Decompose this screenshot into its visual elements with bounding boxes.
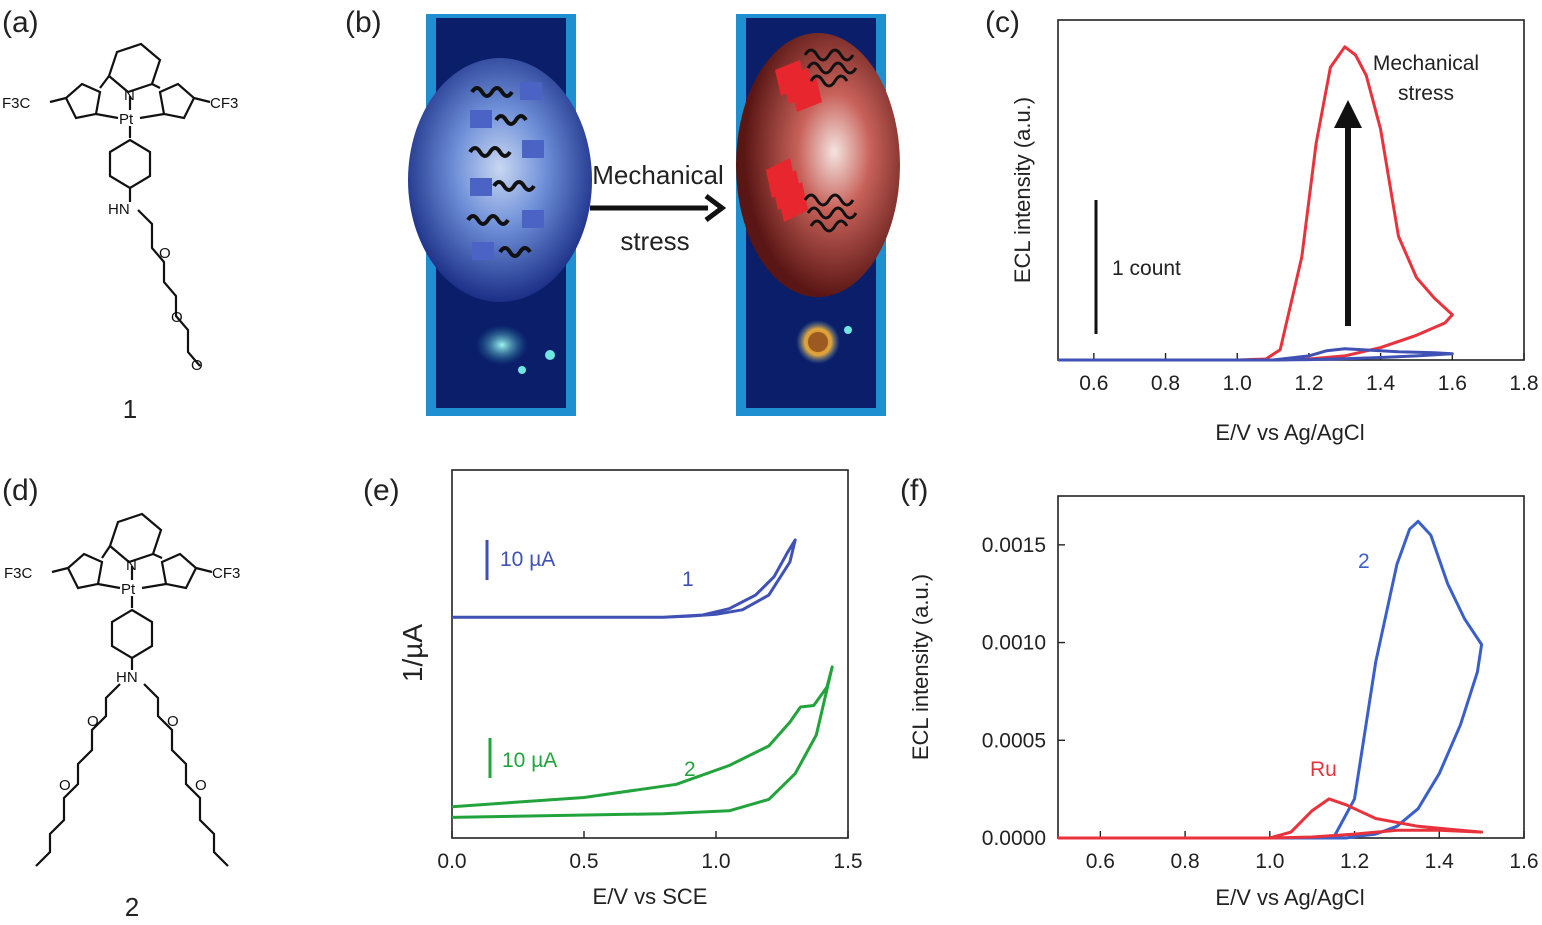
chart-f: 0.6 0.8 1.0 1.2 1.4 1.6 0.0000 0.0005 0.0010 0.0… — [908, 495, 1539, 910]
chart-e: 0.0 0.5 1.0 1.5 E/V vs SCE 1/µA 10 µA 10 µA… — [397, 469, 863, 909]
red-emission-glow — [736, 33, 900, 297]
pyridine-ring-lower — [108, 138, 152, 190]
triazole-ring-left — [66, 552, 104, 590]
molecule-squares-blue — [470, 82, 544, 260]
chart-c-scale-bar-label: 1 count — [1112, 257, 1181, 280]
triazole-ring-left — [64, 82, 102, 120]
o-label-1: O — [87, 713, 99, 730]
vial-photo-before — [408, 14, 592, 416]
compound-number-2: 2 — [125, 892, 139, 922]
chart-e-xtick-label: 1.0 — [701, 850, 730, 873]
powder-spot-cyan — [476, 325, 528, 365]
pyridine-ring-lower — [110, 608, 154, 660]
panel-label-a: (a) — [2, 6, 39, 39]
blue-emission-glow — [408, 58, 592, 302]
chart-f-ytick-label: 0.0005 — [982, 729, 1046, 752]
chart-c-xtick-label: 0.6 — [1079, 372, 1108, 395]
panel-label-d: (d) — [2, 474, 39, 507]
o-label-4: O — [195, 777, 207, 794]
peg-chain-left — [35, 683, 121, 867]
o-label-3: O — [191, 357, 203, 374]
chart-c-stress-arrow-head — [1334, 100, 1362, 128]
triazole-ring-right — [158, 82, 196, 120]
chart-e-series-line-1 — [452, 538, 797, 619]
triazole-ring-right — [160, 552, 198, 590]
chart-e-xtick-label: 0.5 — [569, 850, 598, 873]
chart-f-xtick-label: 0.6 — [1086, 850, 1115, 873]
molecule-wiggles-black — [466, 86, 536, 258]
cf3-left-label: F3C — [4, 565, 33, 582]
chart-e-xlabel: E/V vs SCE — [593, 884, 708, 909]
chart-f-xtick-label: 1.6 — [1509, 850, 1538, 873]
chart-f-ytick-label: 0.0015 — [982, 534, 1046, 557]
chart-f-series-ru-label: Ru — [1310, 758, 1337, 781]
chart-f-xtick-label: 1.4 — [1425, 850, 1455, 873]
chart-f-frame — [1057, 495, 1525, 839]
chart-e-xtick-label: 1.5 — [833, 850, 862, 873]
o-label-1: O — [159, 245, 171, 262]
hn-label: HN — [108, 201, 130, 218]
peg-chain — [137, 209, 201, 367]
hn-label: HN — [116, 669, 138, 686]
panel-label-f: (f) — [900, 474, 928, 507]
o-label-2: O — [59, 777, 71, 794]
chart-f-series-2-label: 2 — [1358, 550, 1370, 573]
chart-f-xtick-label: 0.8 — [1170, 850, 1199, 873]
chart-f-series-line-Ru — [1058, 797, 1484, 840]
chart-e-series-2-label: 2 — [684, 758, 696, 781]
cf3-right-label: CF3 — [212, 565, 240, 582]
chart-c-xtick-label: 1.4 — [1366, 372, 1396, 395]
o-label-2: O — [171, 309, 183, 326]
chart-f-ytick-label: 0.0000 — [982, 827, 1046, 850]
chart-e-xtick-label: 0.0 — [437, 850, 466, 873]
pt-label: Pt — [121, 581, 136, 598]
cf3-left-label: F3C — [2, 95, 31, 112]
structure-compound-1: F3C CF3 Pt N HN O O O 1 — [2, 42, 238, 424]
chart-c-xlabel: E/V vs Ag/AgCl — [1215, 420, 1364, 445]
chart-c-xtick-label: 1.0 — [1223, 372, 1252, 395]
chart-c-annotation-line1: Mechanical — [1373, 52, 1479, 75]
chart-f-ytick-label: 0.0010 — [982, 632, 1046, 655]
arrow-label-line2: stress — [620, 226, 689, 256]
chart-c-series-line-blue — [1058, 347, 1454, 362]
chart-e-frame — [451, 469, 849, 839]
vial-photo-after — [736, 14, 900, 416]
panel-label-e: (e) — [363, 474, 400, 507]
chart-f-ylabel: ECL intensity (a.u.) — [908, 574, 933, 760]
chart-c: 0.6 0.8 1.0 1.2 1.4 1.6 1.8 E/V vs Ag/AgCl ECL… — [1010, 19, 1539, 445]
chart-e-series-1-label: 1 — [682, 568, 694, 591]
panel-label-c: (c) — [985, 6, 1020, 39]
molecule-stacks-red — [766, 60, 822, 222]
n-label: N — [126, 557, 137, 574]
chart-f-xtick-label: 1.2 — [1340, 850, 1369, 873]
chart-c-series-line-red — [1058, 45, 1454, 362]
chart-c-annotation-line2: stress — [1398, 82, 1454, 105]
chart-c-xtick-label: 0.8 — [1151, 372, 1180, 395]
chart-c-xtick-label: 1.2 — [1294, 372, 1323, 395]
cf3-right-label: CF3 — [210, 95, 238, 112]
chart-e-scale-bar-2-label: 10 µA — [502, 749, 557, 772]
chart-f-xlabel: E/V vs Ag/AgCl — [1215, 885, 1364, 910]
arrow-label-line1: Mechanical — [592, 160, 724, 190]
chart-c-ylabel: ECL intensity (a.u.) — [1010, 97, 1035, 283]
chart-e-ylabel: 1/µA — [397, 624, 428, 682]
chart-e-series-line-2 — [451, 665, 834, 819]
peg-chain-right — [143, 683, 229, 867]
chart-c-xtick-label: 1.8 — [1509, 372, 1538, 395]
chart-f-series-line-2 — [1058, 519, 1484, 840]
structure-compound-2: F3C CF3 Pt N HN O O O O 2 — [4, 512, 240, 922]
chart-f-xtick-label: 1.0 — [1255, 850, 1284, 873]
compound-number-1: 1 — [123, 394, 137, 424]
pt-label: Pt — [119, 111, 134, 128]
chart-e-scale-bar-1-label: 10 µA — [500, 548, 555, 571]
molecule-stacks-black — [803, 48, 858, 233]
chart-c-xtick-label: 1.6 — [1438, 372, 1467, 395]
o-label-3: O — [167, 713, 179, 730]
panel-label-b: (b) — [345, 6, 382, 39]
n-label: N — [124, 87, 135, 104]
mechanical-stress-arrow: Mechanical stress — [590, 160, 727, 256]
